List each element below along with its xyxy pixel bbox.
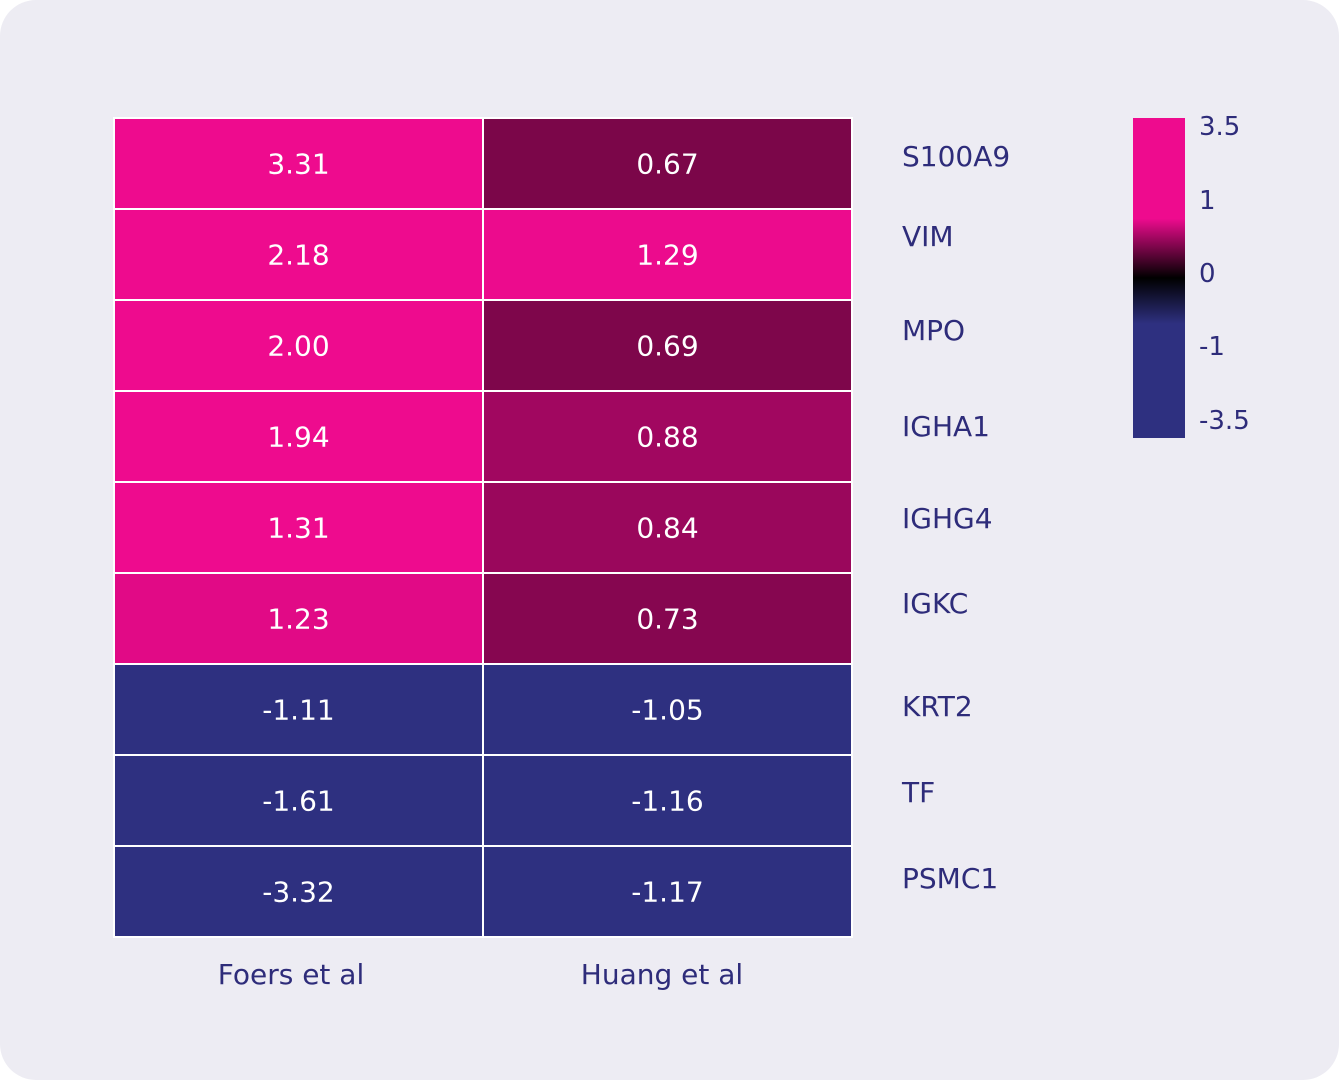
row-label: PSMC1 xyxy=(902,862,998,895)
heatmap-cells: 3.31 0.67 2.18 1.29 2.00 0.69 1.94 0.88 1.31 0.84… xyxy=(113,117,853,938)
column-label: Huang et al xyxy=(581,958,743,991)
color-scale-bar xyxy=(1133,118,1185,438)
color-scale-tick-label: 3.5 xyxy=(1199,112,1240,142)
color-scale-tick-label: 1 xyxy=(1199,186,1216,216)
cell-value-label: -3.32 xyxy=(262,876,334,909)
row-label: IGHG4 xyxy=(902,502,993,535)
row-label: S100A9 xyxy=(902,140,1010,173)
cell-value-label: 2.00 xyxy=(267,330,329,363)
heatmap-cell xyxy=(113,117,484,210)
color-scale: 3.5 1 0 -1 -3.5 xyxy=(1133,112,1250,438)
column-labels: Foers et al Huang et al xyxy=(218,958,743,991)
row-label: IGHA1 xyxy=(902,410,990,443)
cell-value-label: 3.31 xyxy=(267,148,329,181)
heatmap-cell xyxy=(482,299,853,392)
heatmap-cell xyxy=(113,845,484,938)
cell-value-label: 0.88 xyxy=(636,421,698,454)
heatmap-cell xyxy=(482,845,853,938)
cell-value-label: -1.61 xyxy=(262,785,334,818)
heatmap-cell xyxy=(482,117,853,210)
heatmap-cell xyxy=(482,572,853,665)
cell-value-label: 1.29 xyxy=(636,239,698,272)
cell-value-label: -1.16 xyxy=(631,785,703,818)
cell-value-label: -1.11 xyxy=(262,694,334,727)
heatmap-cell xyxy=(482,390,853,483)
cell-value-label: 1.94 xyxy=(267,421,329,454)
cell-value-label: 1.23 xyxy=(267,603,329,636)
heatmap-cell xyxy=(482,208,853,301)
cell-value-label: 0.67 xyxy=(636,148,698,181)
heatmap-cell xyxy=(113,208,484,301)
color-scale-tick-label: -1 xyxy=(1199,332,1225,362)
cell-value-label: -1.17 xyxy=(631,876,703,909)
cell-value-label: 0.69 xyxy=(636,330,698,363)
heatmap-cell xyxy=(482,663,853,756)
cell-value-label: 1.31 xyxy=(267,512,329,545)
cell-value-label: 0.73 xyxy=(636,603,698,636)
row-label: VIM xyxy=(902,220,954,253)
row-label: TF xyxy=(901,776,935,809)
heatmap-cell xyxy=(482,754,853,847)
cell-value-label: -1.05 xyxy=(631,694,703,727)
column-label: Foers et al xyxy=(218,958,365,991)
row-label: MPO xyxy=(902,314,965,347)
cell-value-label: 0.84 xyxy=(636,512,698,545)
row-label: KRT2 xyxy=(902,690,973,723)
heatmap-cell xyxy=(113,663,484,756)
color-scale-tick-label: 0 xyxy=(1199,259,1216,289)
row-label: IGKC xyxy=(902,587,968,620)
cell-value-label: 2.18 xyxy=(267,239,329,272)
heatmap-cell xyxy=(113,299,484,392)
heatmap-cell xyxy=(482,481,853,574)
row-labels: S100A9 VIM MPO IGHA1 IGHG4 IGKC KRT2 TF PSMC1 xyxy=(901,140,1010,895)
color-scale-tick-label: -3.5 xyxy=(1199,406,1250,436)
